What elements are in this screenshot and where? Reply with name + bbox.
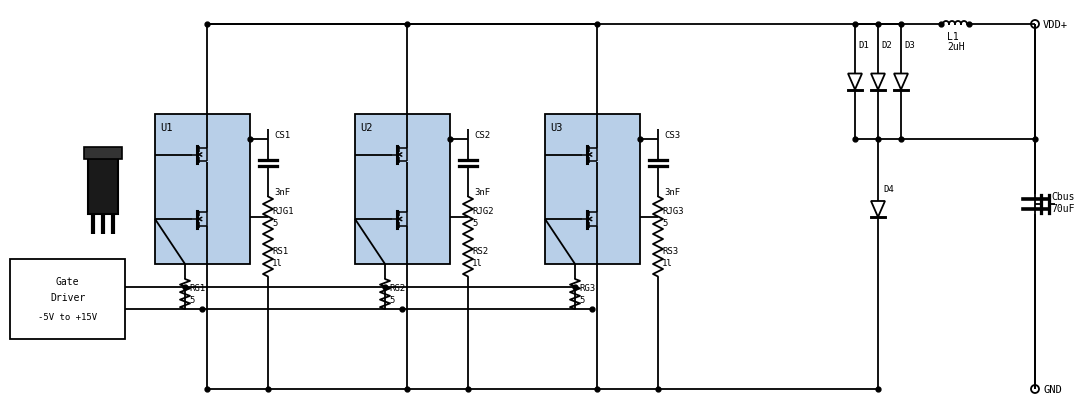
Text: L1: L1 [947,32,959,42]
Text: CS3: CS3 [664,130,680,139]
Text: 5: 5 [472,218,477,227]
Text: RJG3: RJG3 [662,207,684,216]
Text: RS2: RS2 [472,246,488,255]
Text: D3: D3 [904,40,915,49]
Text: 5: 5 [189,296,194,305]
Bar [355,115,450,264]
Text: 5: 5 [579,296,584,305]
Text: 2uH: 2uH [947,42,964,52]
Text: U2: U2 [360,123,373,133]
Text: RS3: RS3 [662,246,678,255]
Text: 1l: 1l [472,258,483,267]
Text: 5: 5 [662,218,667,227]
Bar [156,115,249,264]
Text: CS2: CS2 [474,130,490,139]
Text: RJG1: RJG1 [272,207,294,216]
Text: D1: D1 [858,40,868,49]
Text: 70uF: 70uF [1051,204,1075,213]
Bar [10,259,125,339]
Text: 3nF: 3nF [274,188,291,196]
Text: RJG2: RJG2 [472,207,494,216]
Bar [84,148,122,160]
Text: 1l: 1l [662,258,673,267]
Text: 1l: 1l [272,258,283,267]
Bar [87,150,118,214]
Text: 3nF: 3nF [664,188,680,196]
Text: GND: GND [1043,384,1062,394]
Polygon shape [870,202,885,218]
Text: RS1: RS1 [272,246,288,255]
Text: Gate: Gate [56,277,79,287]
Polygon shape [894,74,908,90]
Text: U3: U3 [550,123,563,133]
Text: VDD+: VDD+ [1043,20,1068,30]
Polygon shape [870,74,885,90]
Text: 3nF: 3nF [474,188,490,196]
Text: U1: U1 [160,123,173,133]
Text: Driver: Driver [50,293,85,303]
Text: CS1: CS1 [274,130,291,139]
Polygon shape [848,74,862,90]
Text: RG2: RG2 [389,284,405,293]
Text: RG3: RG3 [579,284,595,293]
Text: D2: D2 [881,40,892,49]
Text: D4: D4 [883,185,894,194]
Text: 5: 5 [272,218,278,227]
Text: 5: 5 [389,296,394,305]
Bar [545,115,640,264]
Text: -5V to +15V: -5V to +15V [38,312,97,321]
Text: Cbus: Cbus [1051,191,1075,202]
Text: RG1: RG1 [189,284,205,293]
